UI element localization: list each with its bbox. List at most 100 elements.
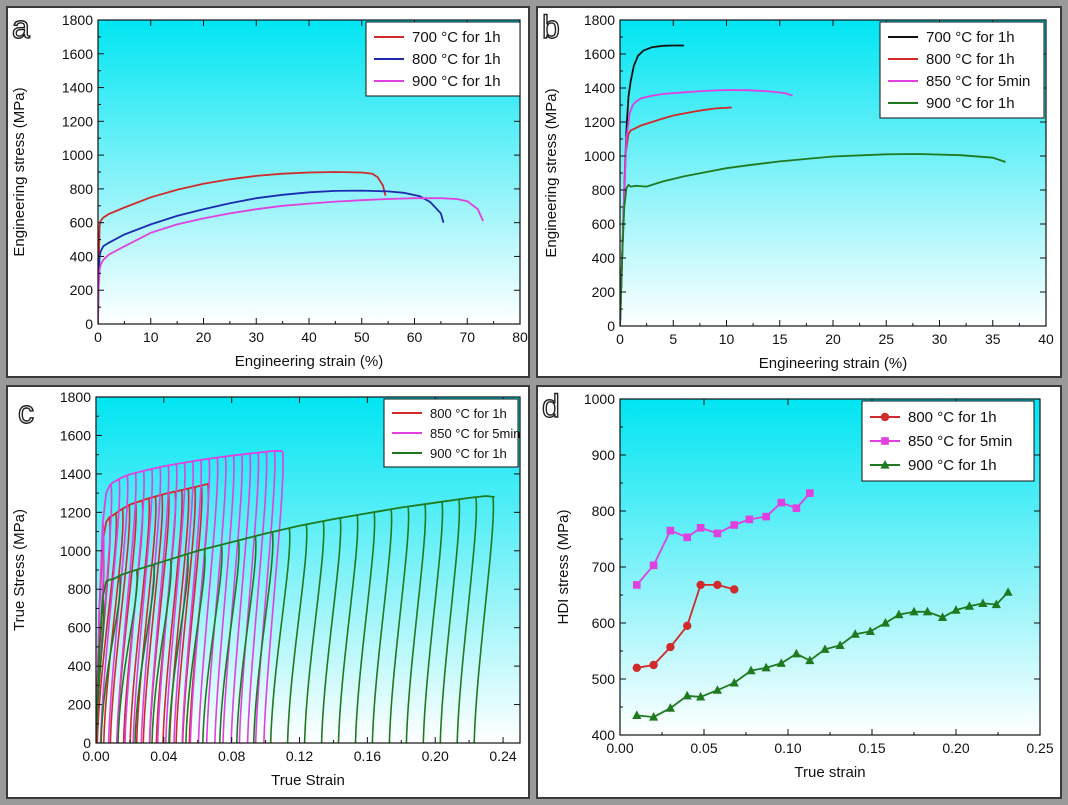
y-tick-label: 800 (70, 181, 94, 197)
cycle-1-14 (197, 457, 219, 743)
data-layer (632, 489, 1013, 721)
y-tick-label: 1000 (62, 147, 93, 163)
point-0-0 (632, 663, 641, 672)
y-tick-label: 400 (68, 658, 92, 674)
legend-label-3: 900 °C for 1h (926, 95, 1015, 112)
x-axis-label: True Strain (271, 772, 345, 789)
legend-label-1: 800 °C for 1h (412, 51, 501, 68)
point-2-15 (865, 626, 875, 635)
legend-label-2: 900 °C for 1h (412, 73, 501, 90)
data-layer (96, 449, 495, 743)
point-1-6 (730, 521, 739, 529)
legend-marker-2 (880, 460, 890, 469)
cycle-2-14 (320, 517, 342, 743)
y-tick-label: 1200 (584, 114, 615, 130)
legend-label-1: 850 °C for 5min (430, 426, 520, 441)
point-2-19 (922, 606, 933, 616)
point-0-4 (696, 580, 705, 590)
x-tick-label: 30 (932, 331, 948, 347)
point-1-5 (713, 529, 722, 538)
point-1-11 (806, 489, 814, 497)
x-tick-label: 25 (878, 331, 894, 347)
cycle-0-12 (162, 489, 183, 743)
y-tick-label: 1600 (60, 427, 91, 443)
point-1-10 (792, 504, 801, 512)
cycle-2-3 (134, 564, 155, 743)
point-2-25 (1003, 587, 1013, 596)
point-2-11 (805, 655, 815, 665)
point-2-17 (894, 609, 904, 619)
cycle-1-17 (222, 454, 243, 743)
cycle-2-2 (117, 569, 138, 743)
y-tick-label: 0 (607, 318, 615, 334)
series-line-0 (98, 171, 387, 324)
legend-label-0: 800 °C for 1h (430, 406, 507, 421)
y-tick-label: 1400 (60, 466, 91, 482)
series-line-1 (98, 189, 445, 324)
legend-marker-1 (881, 437, 889, 445)
x-tick-label: 0.00 (606, 740, 633, 756)
point-2-0 (632, 710, 642, 719)
point-0-3 (683, 621, 692, 630)
y-tick-label: 600 (68, 620, 92, 636)
panel-a: 0 10 20 30 40 50 60 70 80 0 200 400 600 800 1000 1200 14… (6, 6, 530, 378)
chart-d: 0.00 0.05 0.10 0.15 0.20 0.25 400 500 600 700 800 9… (541, 387, 1054, 781)
cycle-2-5 (168, 553, 189, 743)
y-tick-label: 200 (70, 282, 94, 298)
x-axis-label: Engineering strain (%) (235, 353, 383, 370)
x-tick-label: 60 (407, 329, 423, 345)
cycle-2-22 (456, 496, 478, 743)
point-2-3 (682, 690, 692, 700)
y-tick-label: 1600 (62, 46, 93, 62)
y-tick-label: 400 (592, 727, 616, 743)
cycle-0-8 (135, 496, 157, 743)
cycle-1-13 (189, 458, 211, 743)
cycle-0-4 (109, 504, 131, 743)
y-tick-label: 1000 (584, 391, 615, 407)
x-axis-label: Engineering strain (%) (759, 355, 907, 372)
cycle-0-3 (103, 508, 124, 743)
x-tick-label: 0.00 (82, 748, 109, 764)
cycle-1-11 (173, 461, 194, 743)
cycle-2-6 (185, 548, 206, 743)
cycle-1-18 (230, 453, 252, 743)
y-axis-label: Engineering stress (MPa) (543, 88, 560, 257)
legend-label-0: 700 °C for 1h (926, 29, 1015, 46)
cycle-2-8 (219, 540, 240, 743)
chart-a: 0 10 20 30 40 50 60 70 8002004006008001000120014… (11, 8, 528, 370)
panel-d: 0.00 0.05 0.10 0.15 0.20 0.25 400 500 600 700 800 9… (536, 385, 1062, 799)
x-tick-label: 0.12 (286, 748, 313, 764)
y-tick-label: 800 (592, 503, 616, 519)
cycle-1-10 (165, 462, 186, 743)
chart-b: 0 5 10 15 20 25 30 35 40020040060080010001200140… (541, 8, 1054, 372)
x-tick-label: 70 (459, 329, 475, 345)
x-tick-label: 0 (94, 329, 102, 345)
x-tick-label: 0.16 (354, 748, 381, 764)
cycle-0-9 (142, 494, 164, 743)
x-tick-label: 10 (719, 331, 735, 347)
point-0-1 (649, 660, 658, 670)
y-tick-label: 200 (592, 284, 616, 300)
point-1-1 (649, 561, 658, 570)
y-tick-label: 700 (592, 559, 616, 575)
y-tick-label: 400 (70, 248, 94, 264)
panel-c: 0.00 0.04 0.08 0.12 0.16 0.20 0.24 0 200 400 600 80… (6, 385, 530, 799)
cycle-2-12 (286, 524, 308, 743)
y-tick-label: 400 (592, 250, 616, 266)
y-tick-label: 900 (592, 447, 616, 463)
legend-label-0: 800 °C for 1h (908, 409, 997, 426)
cycle-1-9 (156, 463, 178, 743)
point-2-16 (880, 618, 891, 627)
cycle-2-20 (422, 501, 444, 743)
point-2-13 (835, 640, 845, 649)
cycle-0-7 (129, 498, 151, 743)
legend-marker-0 (880, 412, 890, 422)
y-axis-label: HDI stress (MPa) (555, 509, 572, 624)
x-tick-label: 50 (354, 329, 370, 345)
y-tick-label: 0 (83, 735, 91, 751)
x-tick-label: 20 (196, 329, 212, 345)
point-1-0 (633, 581, 641, 589)
x-tick-label: 0.10 (774, 740, 801, 756)
cycle-2-16 (354, 511, 376, 743)
